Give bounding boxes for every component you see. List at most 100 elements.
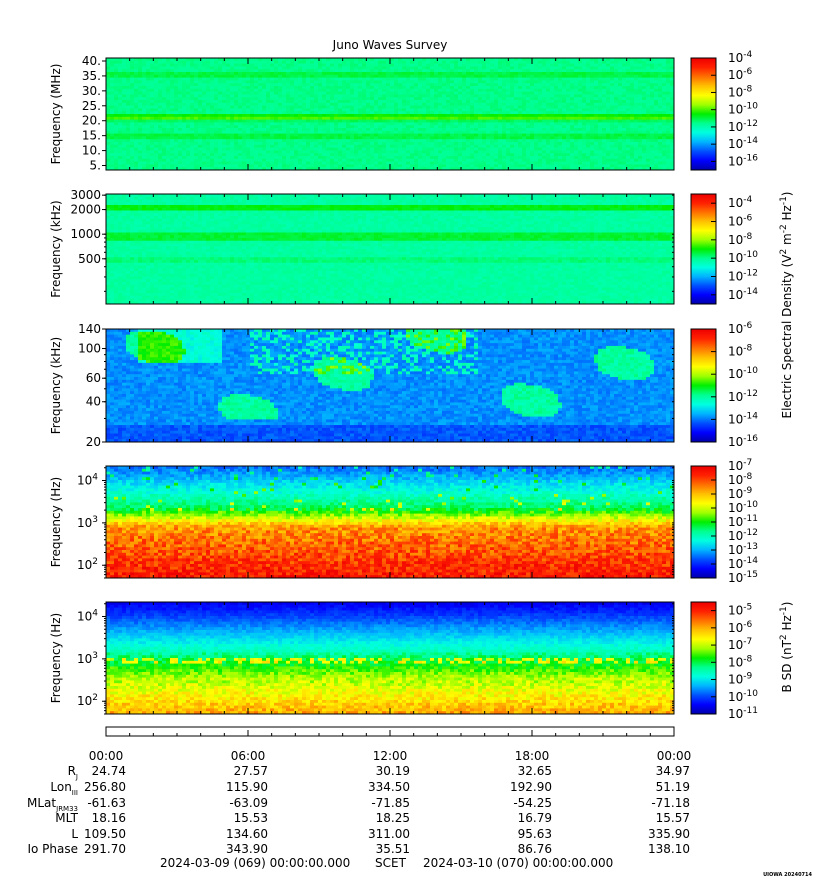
cell: [574, 108, 578, 111]
cell: [298, 122, 302, 125]
cell: [558, 106, 562, 109]
cell: [546, 162, 550, 165]
cell: [506, 64, 510, 67]
cell: [550, 162, 554, 165]
cell: [298, 128, 302, 131]
cell: [462, 92, 466, 95]
cell: [414, 114, 418, 117]
cell: [406, 86, 410, 89]
cell: [314, 64, 318, 67]
cell: [350, 61, 354, 64]
cell: [434, 159, 438, 162]
cell: [402, 131, 406, 134]
cell: [202, 64, 206, 67]
cell: [246, 94, 250, 97]
cell: [482, 134, 486, 137]
cell: [398, 111, 402, 114]
cell: [326, 111, 330, 114]
cell: [246, 139, 250, 142]
cell: [190, 75, 194, 78]
cell: [246, 114, 250, 117]
cell: [154, 111, 158, 114]
cell: [518, 139, 522, 142]
cell: [182, 111, 186, 114]
cell: [522, 94, 526, 97]
cell: [182, 69, 186, 72]
cell: [498, 145, 502, 148]
cell: [374, 108, 378, 111]
cell: [594, 156, 598, 159]
cell: [442, 150, 446, 153]
cell: [334, 106, 338, 109]
cell: [118, 75, 122, 78]
cell: [554, 114, 558, 117]
cell: [490, 69, 494, 72]
cell: [194, 150, 198, 153]
cell: [286, 61, 290, 64]
cell: [126, 122, 130, 125]
cell: [462, 64, 466, 67]
cell: [150, 106, 154, 109]
cell: [598, 86, 602, 89]
cell: [370, 120, 374, 123]
cell: [414, 94, 418, 97]
cell: [374, 145, 378, 148]
cell: [134, 92, 138, 95]
cell: [350, 72, 354, 75]
cell: [506, 83, 510, 86]
cell: [158, 131, 162, 134]
cell: [250, 69, 254, 72]
cell: [526, 134, 530, 137]
cell: [562, 134, 566, 137]
cell: [574, 159, 578, 162]
cell: [154, 153, 158, 156]
cell: [454, 148, 458, 151]
cell: [474, 162, 478, 165]
cell: [170, 162, 174, 165]
cell: [362, 142, 366, 145]
cell: [298, 94, 302, 97]
cell: [598, 100, 602, 103]
cell: [254, 83, 258, 86]
cell: [214, 139, 218, 142]
cell: [174, 103, 178, 106]
cell: [166, 139, 170, 142]
cell: [502, 159, 506, 162]
cell: [122, 78, 126, 81]
cell: [154, 122, 158, 125]
cell: [106, 94, 110, 97]
cell: [410, 114, 414, 117]
cell: [246, 159, 250, 162]
cell: [554, 134, 558, 137]
cell: [370, 83, 374, 86]
cell: [194, 164, 198, 167]
cell: [182, 61, 186, 64]
cell: [426, 83, 430, 86]
cell: [454, 125, 458, 128]
cell: [490, 114, 494, 117]
cell: [178, 78, 182, 81]
cell: [298, 134, 302, 137]
cell: [306, 120, 310, 123]
cell: [426, 162, 430, 165]
cell: [374, 80, 378, 83]
cell: [250, 80, 254, 83]
cell: [254, 94, 258, 97]
cell: [426, 117, 430, 120]
cell: [582, 92, 586, 95]
cell: [210, 69, 214, 72]
cell: [126, 131, 130, 134]
cell: [486, 106, 490, 109]
cell: [578, 100, 582, 103]
cell: [250, 142, 254, 145]
cell: [570, 114, 574, 117]
cell: [142, 134, 146, 137]
cell: [326, 83, 330, 86]
cell: [430, 136, 434, 139]
cell: [106, 114, 110, 117]
cell: [202, 78, 206, 81]
cell: [362, 128, 366, 131]
cell: [234, 80, 238, 83]
cell: [570, 162, 574, 165]
cell: [466, 97, 470, 100]
